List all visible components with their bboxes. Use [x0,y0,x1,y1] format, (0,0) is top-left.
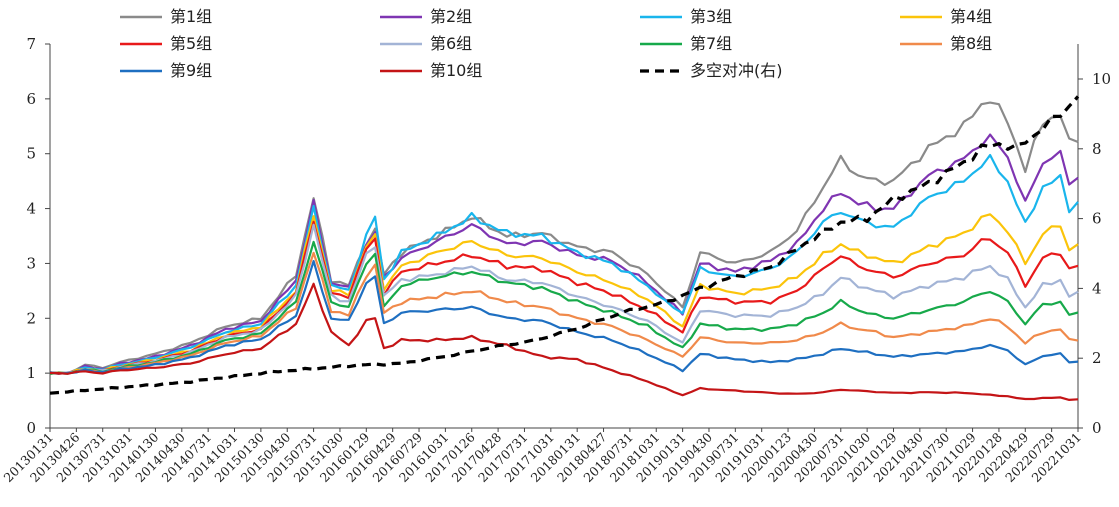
y-left-tick-label: 0 [26,419,36,437]
series-line-1 [49,101,1079,375]
series-lines [49,95,1080,401]
axes: 0123456702468102013013120130426201307312… [1,35,1112,485]
y-left-tick-label: 6 [26,90,36,108]
y-left-tick-label: 5 [26,145,36,163]
legend-label: 第8组 [950,34,992,53]
y-right-tick-label: 6 [1092,210,1102,228]
series-line-10 [49,282,1079,401]
y-right-tick-label: 4 [1092,279,1102,297]
legend-label: 第1组 [170,7,212,26]
y-left-tick-label: 2 [26,309,36,327]
legend-label: 第5组 [170,34,212,53]
series-line-6 [50,223,1079,375]
legend-label: 第4组 [950,7,992,26]
legend-label: 第3组 [690,7,732,26]
y-left-tick-label: 1 [26,364,36,382]
series-line-8 [49,251,1079,375]
legend-label: 第7组 [690,34,732,53]
series-line-3 [49,153,1079,375]
y-left-tick-label: 3 [26,254,36,272]
y-right-tick-label: 8 [1092,140,1102,158]
y-right-tick-label: 0 [1092,419,1102,437]
y-left-tick-label: 4 [26,200,36,218]
series-line-7 [49,240,1079,376]
legend-label: 第9组 [170,61,212,80]
legend-label: 第10组 [430,61,482,80]
series-line-11 [49,95,1080,395]
series-line-2 [49,133,1079,375]
series-line-9 [49,260,1079,375]
y-right-tick-label: 2 [1092,349,1102,367]
legend-label: 多空对冲(右) [690,61,783,80]
y-right-tick-label: 10 [1092,70,1111,88]
legend-label: 第6组 [430,34,472,53]
legend-label: 第2组 [430,7,472,26]
series-line-4 [49,213,1079,375]
y-left-tick-label: 7 [26,35,36,53]
